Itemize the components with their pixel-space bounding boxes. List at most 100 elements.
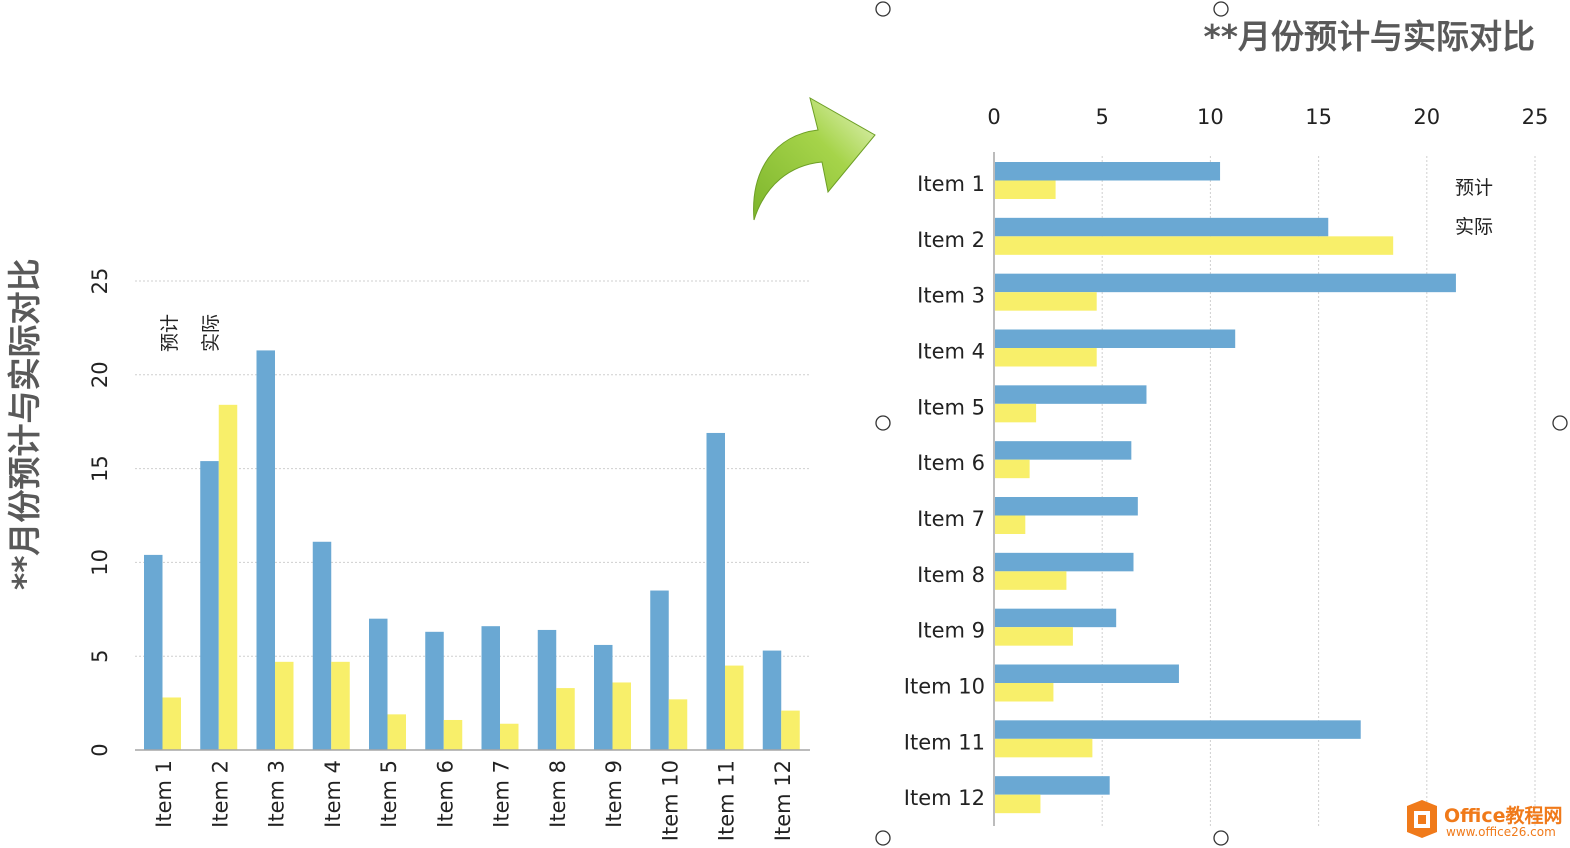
category-label: Item 11: [904, 730, 985, 754]
bar-predicted-7: [995, 497, 1138, 516]
bar-actual-9: [612, 682, 631, 750]
bar-predicted-2: [200, 461, 219, 750]
resize-handle-middle-right[interactable]: [1552, 415, 1568, 431]
selection-handles[interactable]: [875, 1, 1568, 846]
x-tick-label: 15: [1305, 105, 1332, 129]
bar-predicted-10: [995, 664, 1179, 683]
bar-actual-7: [500, 723, 519, 750]
bar-predicted-6: [425, 631, 444, 750]
category-label: Item 4: [321, 760, 345, 828]
bar-predicted-12: [762, 650, 782, 750]
left-gridlines: [135, 280, 810, 657]
bar-actual-4: [995, 348, 1097, 367]
category-label: Item 10: [658, 760, 682, 841]
y-tick-label: 5: [88, 650, 112, 663]
bar-actual-8: [556, 688, 575, 750]
resize-handle-top-middle[interactable]: [1213, 1, 1229, 17]
bar-predicted-12: [995, 776, 1110, 795]
x-tick-label: 0: [987, 105, 1000, 129]
category-label: Item 5: [377, 760, 401, 828]
category-label: Item 8: [546, 760, 570, 828]
category-label: Item 6: [433, 760, 457, 828]
watermark-brand: Office教程网: [1444, 804, 1563, 827]
left-legend: 预计 实际: [159, 314, 222, 352]
legend-actual-label: 实际: [200, 314, 222, 352]
bar-actual-3: [275, 661, 294, 750]
bar-actual-3: [995, 292, 1097, 311]
category-label: Item 4: [917, 339, 985, 363]
resize-handle-middle-left[interactable]: [875, 415, 891, 431]
category-label: Item 2: [208, 760, 232, 828]
y-tick-label: 10: [88, 549, 112, 576]
bar-predicted-8: [537, 629, 557, 750]
bar-predicted-9: [995, 608, 1117, 628]
category-label: Item 1: [917, 172, 985, 196]
bar-actual-9: [995, 627, 1073, 646]
category-label: Item 3: [917, 284, 985, 308]
bar-actual-10: [668, 699, 688, 750]
bar-actual-12: [995, 794, 1041, 814]
category-label: Item 9: [602, 760, 626, 828]
right-x-tick-labels: 0 5 10 15 20 25: [987, 105, 1548, 129]
category-label: Item 7: [917, 507, 985, 531]
watermark-url: www.office26.com: [1446, 825, 1556, 839]
bar-actual-5: [387, 714, 406, 750]
bar-actual-11: [725, 665, 744, 750]
bar-predicted-11: [706, 432, 725, 750]
right-legend: 预计 实际: [1455, 177, 1493, 238]
category-label: Item 2: [917, 228, 985, 252]
resize-handle-bottom-left[interactable]: [875, 830, 891, 846]
bar-predicted-10: [650, 590, 669, 750]
category-label: Item 12: [904, 786, 985, 810]
legend-predicted-label: 预计: [1455, 177, 1493, 199]
x-tick-label: 20: [1413, 105, 1440, 129]
bar-actual-4: [331, 661, 350, 750]
right-category-labels: Item 1 Item 2 Item 3 Item 4 Item 5 Item 6 Item…: [904, 172, 985, 810]
legend-actual-label: 实际: [1455, 216, 1493, 238]
bar-actual-11: [995, 738, 1093, 758]
y-tick-label: 25: [88, 268, 112, 295]
x-tick-label: 25: [1522, 105, 1549, 129]
category-label: Item 6: [917, 451, 985, 475]
x-tick-label: 10: [1197, 105, 1224, 129]
bar-predicted-4: [312, 541, 332, 750]
bar-actual-8: [995, 571, 1067, 590]
bar-predicted-5: [369, 618, 388, 750]
category-label: Item 3: [265, 760, 289, 828]
bar-predicted-8: [995, 552, 1134, 572]
office-logo-watermark: Office教程网 www.office26.com: [1407, 800, 1563, 839]
left-chart-title: **月份预计与实际对比: [5, 258, 44, 590]
curved-arrow-icon: [753, 96, 876, 221]
bar-predicted-4: [995, 329, 1236, 348]
bar-predicted-1: [995, 162, 1221, 181]
left-category-labels: Item 1 Item 2 Item 3 Item 4 Item 5 Item 6 Item…: [152, 760, 795, 841]
bar-actual-1: [995, 180, 1056, 199]
bar-actual-10: [995, 683, 1054, 702]
category-label: Item 8: [917, 563, 985, 587]
bar-actual-6: [995, 459, 1030, 479]
bar-actual-12: [781, 710, 800, 750]
bar-predicted-2: [995, 217, 1329, 237]
category-label: Item 9: [917, 619, 985, 643]
category-label: Item 5: [917, 395, 985, 419]
bar-actual-2: [995, 236, 1394, 255]
bar-predicted-11: [995, 720, 1361, 739]
y-tick-label: 20: [88, 361, 112, 388]
category-label: Item 12: [771, 760, 795, 841]
category-label: Item 11: [715, 760, 739, 841]
bar-predicted-1: [144, 554, 163, 750]
resize-handle-bottom-middle[interactable]: [1213, 830, 1229, 846]
legend-predicted-label: 预计: [159, 314, 181, 352]
bar-predicted-3: [256, 350, 275, 750]
bar-actual-2: [218, 404, 238, 750]
category-label: Item 7: [490, 760, 514, 828]
right-chart-title: **月份预计与实际对比: [1203, 17, 1535, 56]
category-label: Item 10: [904, 674, 985, 698]
bar-actual-6: [443, 719, 463, 750]
resize-handle-top-left[interactable]: [875, 1, 891, 17]
x-tick-label: 5: [1096, 105, 1109, 129]
bar-actual-1: [162, 697, 181, 750]
left-bars: [144, 350, 800, 750]
